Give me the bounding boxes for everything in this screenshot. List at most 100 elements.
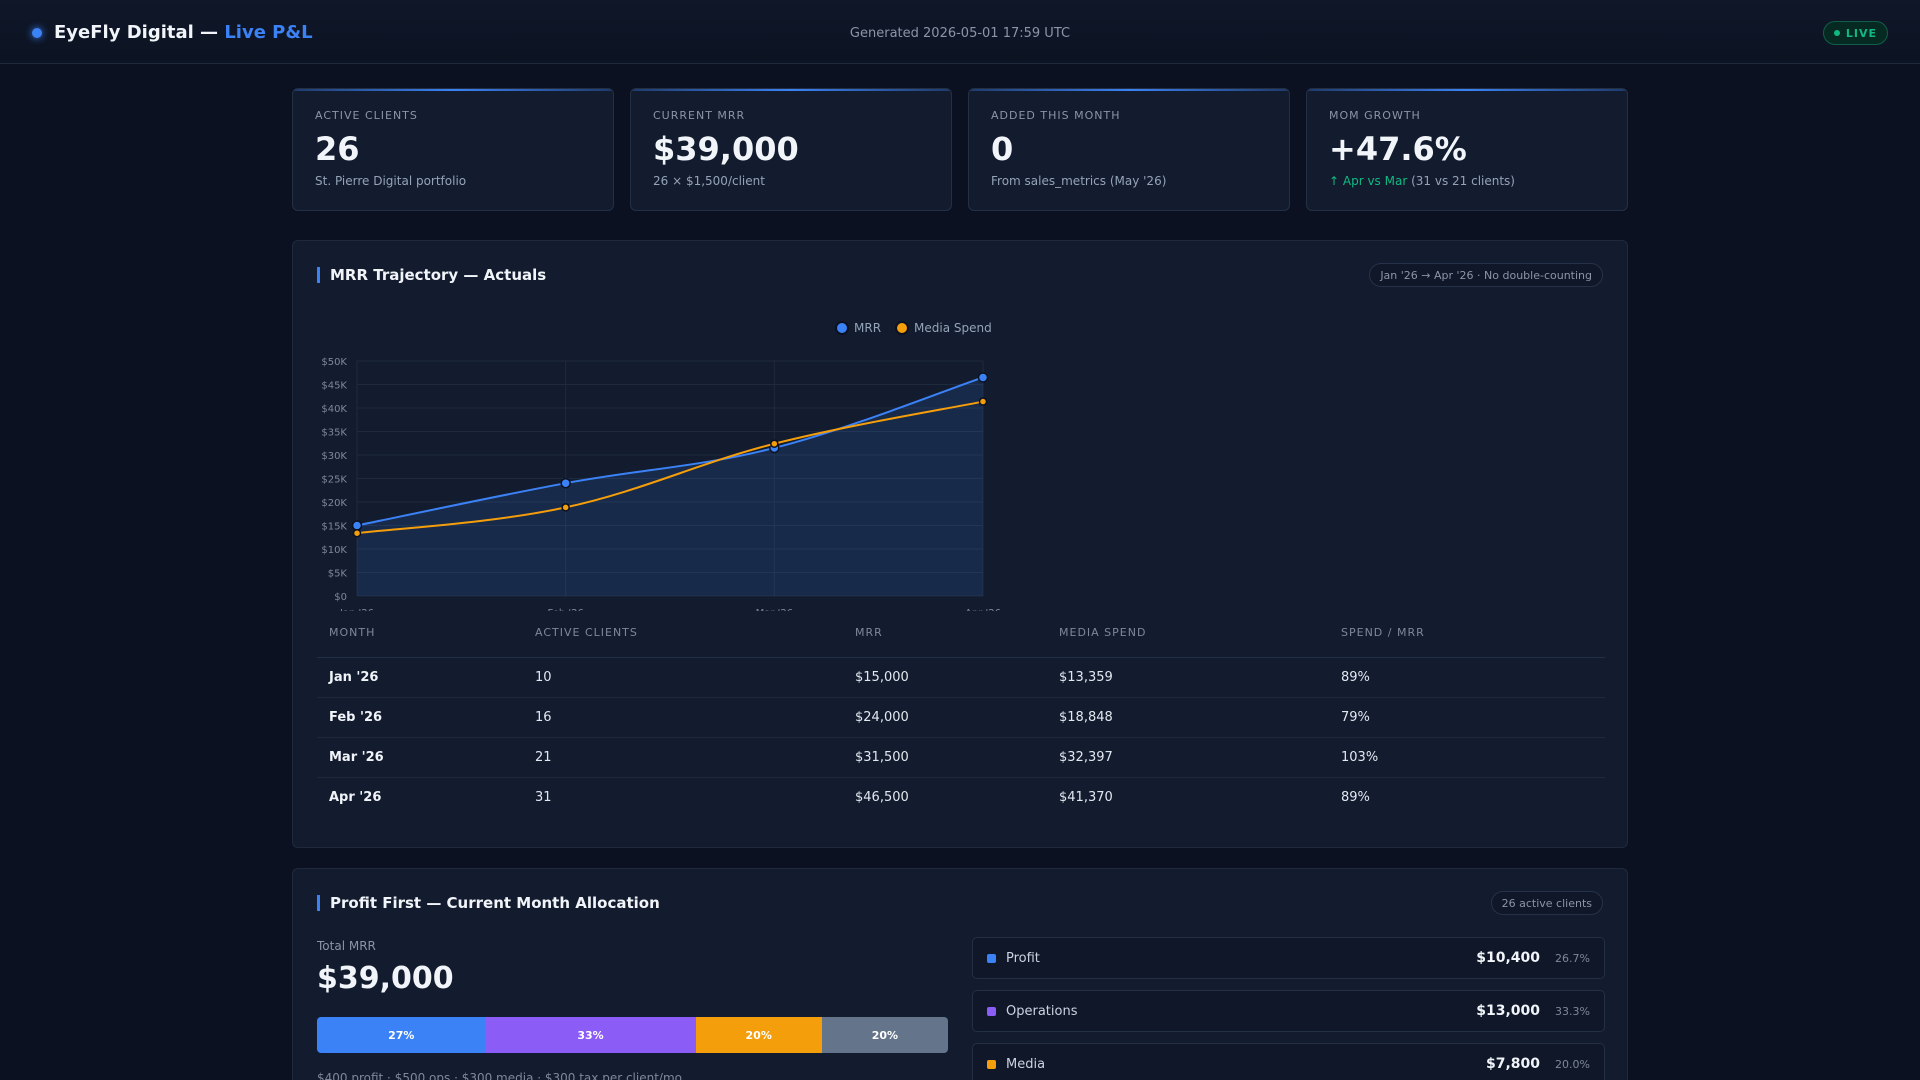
cell-active-clients: 31: [535, 789, 552, 805]
allocation-row-profit: Profit $10,400 26.7%: [972, 937, 1605, 979]
y-tick-label: $40K: [321, 404, 347, 415]
chart-svg: $0 $5K $10K $15K $20K $25K $30K $35K $40K $45K $50…: [321, 357, 1001, 611]
cell-month: Jan '26: [317, 657, 523, 698]
kpi-value: +47.6%: [1329, 130, 1467, 168]
kpi-label: CURRENT MRR: [653, 109, 746, 122]
date-range-pill: Jan '26 → Apr '26 · No double-counting: [1369, 263, 1603, 287]
color-swatch-icon: [987, 1006, 996, 1016]
legend-label: MRR: [854, 321, 882, 335]
top-bar: EyeFly Digital — Live P&L Generated 2026…: [0, 0, 1920, 64]
data-point: [352, 528, 362, 538]
color-swatch-icon: [987, 953, 996, 963]
kpi-subtext: ↑ Apr vs Mar (31 vs 21 clients): [1329, 174, 1605, 188]
legend-swatch: [895, 321, 910, 335]
cell-media-spend: $41,370: [1059, 789, 1113, 805]
column-header: SPEND / MRR: [1329, 621, 1605, 658]
cell-media-spend: $32,397: [1047, 737, 1329, 778]
panel-title: MRR Trajectory — Actuals: [317, 267, 546, 283]
legend-item-mrr[interactable]: MRR: [835, 321, 881, 335]
app-title: EyeFly Digital — Live P&L: [54, 22, 313, 43]
cell-spend-ratio: 89%: [1329, 657, 1605, 698]
kpi-label: MOM GROWTH: [1329, 109, 1421, 122]
cell-month: Mar '26: [317, 737, 523, 778]
y-tick-label: $5K: [328, 569, 348, 580]
series-line-mrr: [356, 376, 984, 527]
growth-detail: (31 vs 21 clients): [1407, 174, 1515, 188]
kpi-value: 26: [315, 130, 360, 168]
app-title-accent: Live P&L: [224, 22, 313, 43]
y-tick-label: $50K: [321, 357, 347, 368]
allocation-name: Operations: [1006, 1003, 1078, 1019]
kpi-card-current-mrr: CURRENT MRR $39,000 26 × $1,500/client: [630, 88, 952, 211]
mrr-panel: MRR Trajectory — Actuals Jan '26 → Apr '…: [292, 240, 1628, 848]
data-point: [351, 520, 363, 531]
legend-item-media-spend[interactable]: Media Spend: [895, 321, 992, 335]
data-point: [560, 477, 571, 489]
allocation-amount: $13,000: [1476, 1003, 1540, 1019]
y-tick-label: $0: [334, 592, 347, 603]
cell-month: Apr '26: [329, 789, 382, 805]
kpi-label: ACTIVE CLIENTS: [315, 109, 418, 122]
data-point: [977, 372, 989, 383]
y-tick-label: $15K: [321, 522, 347, 533]
kpi-card-mom-growth: MOM GROWTH +47.6% ↑ Apr vs Mar (31 vs 21…: [1306, 88, 1628, 211]
app-title-prefix: EyeFly Digital —: [54, 22, 225, 43]
allocation-segment: 20%: [821, 1017, 948, 1053]
y-tick-label: $25K: [321, 475, 347, 486]
table-header-row: MONTH ACTIVE CLIENTS MRR MEDIA SPEND SPE…: [317, 621, 1605, 658]
allocation-percent: 20.0%: [1555, 1057, 1590, 1071]
table-row: Jan '26 10 $15,000 $13,359 89%: [317, 657, 1605, 698]
mrr-table: MONTH ACTIVE CLIENTS MRR MEDIA SPEND SPE…: [317, 621, 1605, 817]
kpi-subtext: 26 × $1,500/client: [653, 174, 765, 188]
kpi-subtext: From sales_metrics (May '26): [991, 174, 1167, 188]
generated-timestamp: Generated 2026-05-01 17:59 UTC: [849, 26, 1071, 41]
kpi-subtext: St. Pierre Digital portfolio: [315, 174, 467, 188]
kpi-value: $39,000: [653, 130, 799, 168]
allocation-amount: $10,400: [1476, 950, 1540, 966]
cell-mrr: $46,500: [855, 789, 909, 805]
profit-first-panel: Profit First — Current Month Allocation …: [292, 868, 1628, 1080]
cell-active-clients: 16: [523, 697, 843, 738]
series-line-media-spend: [356, 400, 984, 535]
x-tick-label: Jan '26: [339, 608, 374, 611]
column-header: MRR: [843, 621, 1047, 658]
live-dot-icon: [1833, 30, 1840, 36]
active-clients-pill: 26 active clients: [1490, 891, 1603, 915]
allocation-segment: 33%: [485, 1017, 696, 1053]
growth-indicator: ↑ Apr vs Mar: [1329, 174, 1408, 188]
panel-title: Profit First — Current Month Allocation: [317, 895, 660, 911]
y-tick-label: $10K: [321, 545, 347, 556]
allocation-percent: 26.7%: [1555, 951, 1590, 965]
y-tick-label: $20K: [321, 498, 347, 509]
allocation-row-operations: Operations $13,000 33.3%: [972, 990, 1605, 1032]
allocation-bar: 27% 33% 20% 20%: [317, 1017, 948, 1053]
allocation-segment: 27%: [317, 1017, 486, 1053]
cell-month: Feb '26: [317, 697, 523, 738]
kpi-card-added-this-month: ADDED THIS MONTH 0 From sales_metrics (M…: [968, 88, 1290, 211]
x-tick-label: Mar '26: [756, 608, 794, 611]
data-point: [561, 503, 570, 512]
brand-dot-icon: [32, 27, 42, 38]
y-tick-label: $45K: [321, 381, 347, 392]
allocation-note: $400 profit · $500 ops · $300 media · $3…: [317, 1071, 682, 1080]
series-area-0: [357, 377, 983, 596]
allocation-segment: 20%: [695, 1017, 822, 1053]
mrr-chart: MRR Media Spend $0 $5K $10K $15K $20K $25K $30…: [293, 311, 1053, 611]
allocation-row-media: Media $7,800 20.0%: [972, 1043, 1605, 1080]
live-label: LIVE: [1845, 26, 1877, 40]
total-mrr-label: Total MRR: [317, 939, 376, 953]
color-swatch-icon: [987, 1059, 996, 1069]
y-tick-label: $30K: [321, 451, 347, 462]
table-row: Mar '26 21 $31,500 $32,397 103%: [317, 737, 1605, 778]
cell-active-clients: 10: [523, 657, 843, 698]
cell-active-clients: 21: [523, 737, 843, 778]
kpi-row: ACTIVE CLIENTS 26 St. Pierre Digital por…: [292, 88, 1628, 211]
column-header: MONTH: [317, 621, 523, 658]
total-mrr-value: $39,000: [317, 961, 454, 996]
allocation-name: Media: [1006, 1056, 1046, 1072]
data-point: [770, 439, 779, 448]
legend-label: Media Spend: [914, 321, 992, 335]
cell-media-spend: $18,848: [1047, 697, 1329, 738]
kpi-value: 0: [991, 130, 1014, 168]
cell-mrr: $24,000: [843, 697, 1047, 738]
